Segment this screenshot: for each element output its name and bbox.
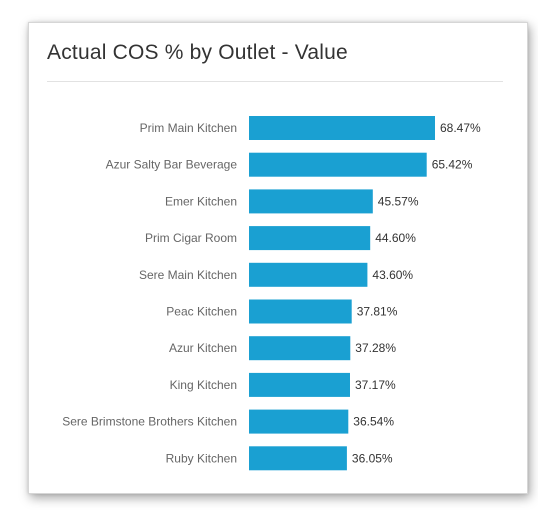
category-label: Prim Cigar Room: [145, 231, 237, 245]
chart-title: Actual COS % by Outlet - Value: [47, 41, 348, 64]
category-label: Prim Main Kitchen: [140, 121, 237, 135]
category-label: Ruby Kitchen: [166, 451, 237, 465]
category-label: Sere Main Kitchen: [139, 268, 237, 282]
value-label: 44.60%: [375, 231, 416, 245]
bar-5[interactable]: [249, 262, 368, 287]
bar-6[interactable]: [249, 299, 352, 324]
bar-7[interactable]: [249, 336, 351, 361]
chart-card: Actual COS % by Outlet - Value Prim Main…: [28, 22, 528, 494]
category-label: Azur Kitchen: [169, 341, 237, 355]
value-label: 37.81%: [357, 305, 398, 319]
value-label: 36.05%: [352, 451, 393, 465]
category-label: Peac Kitchen: [166, 305, 237, 319]
value-label: 68.47%: [440, 121, 481, 135]
category-label: Sere Brimstone Brothers Kitchen: [62, 415, 237, 429]
category-label: King Kitchen: [170, 378, 237, 392]
category-label: Emer Kitchen: [165, 194, 237, 208]
value-label: 37.28%: [355, 341, 396, 355]
value-label: 43.60%: [372, 268, 413, 282]
value-label: 36.54%: [353, 415, 394, 429]
value-label: 37.17%: [355, 378, 396, 392]
value-label: 45.57%: [378, 194, 419, 208]
value-label: 65.42%: [432, 158, 473, 172]
bar-2[interactable]: [249, 152, 427, 177]
bar-chart: Prim Main Kitchen 68.47% Azur Salty Bar Be…: [62, 116, 481, 471]
bar-8[interactable]: [249, 372, 350, 397]
bar-4[interactable]: [249, 226, 371, 251]
title-divider: [47, 81, 503, 82]
category-label: Azur Salty Bar Beverage: [106, 158, 238, 172]
bar-1[interactable]: [249, 116, 435, 140]
bar-10[interactable]: [249, 446, 347, 471]
bar-9[interactable]: [249, 409, 349, 434]
bar-3[interactable]: [249, 189, 373, 214]
